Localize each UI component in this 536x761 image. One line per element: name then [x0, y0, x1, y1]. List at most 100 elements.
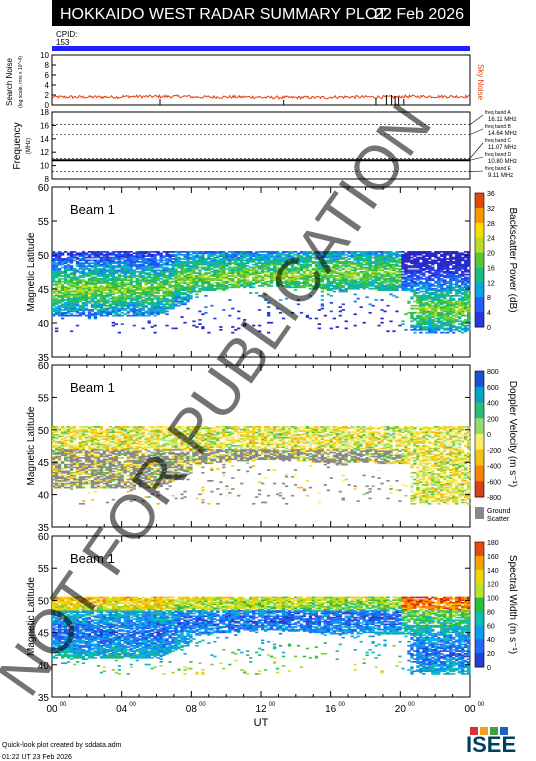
heatmap-cell [449, 316, 452, 318]
heatmap-cell [115, 254, 118, 256]
heatmap-cell [255, 251, 258, 253]
heatmap-cell [368, 288, 371, 290]
heatmap-cell [357, 298, 360, 300]
heatmap-cell [79, 285, 82, 287]
heatmap-cell [106, 269, 109, 271]
heatmap-cell [55, 434, 58, 436]
heatmap-cell [192, 275, 195, 277]
heatmap-cell [392, 330, 395, 332]
freq-tick-label: 14 [40, 135, 49, 144]
heatmap-cell [61, 426, 64, 428]
heatmap-cell [52, 434, 55, 436]
heatmap-cell [52, 255, 55, 257]
heatmap-cell [389, 320, 392, 322]
heatmap-cell [183, 292, 186, 294]
heatmap-cell [171, 285, 174, 287]
heatmap-cell [109, 252, 112, 254]
heatmap-cell [386, 330, 389, 332]
heatmap-cell [315, 318, 318, 320]
heatmap-cell [249, 281, 252, 283]
heatmap-cell [330, 328, 333, 330]
heatmap-cell [82, 279, 85, 281]
lat-tick-label: 50 [38, 251, 50, 262]
heatmap-cell [407, 265, 410, 267]
heatmap-cell [142, 299, 145, 301]
heatmap-cell [115, 292, 118, 294]
heatmap-cell [91, 251, 94, 253]
heatmap-cell [52, 284, 55, 286]
heatmap-cell [85, 291, 88, 293]
heatmap-cell [401, 281, 404, 283]
heatmap-cell [413, 281, 416, 283]
heatmap-cell [431, 319, 434, 321]
heatmap-cell [82, 251, 85, 253]
heatmap-cell [64, 312, 67, 314]
heatmap-cell [88, 268, 91, 270]
heatmap-cell [440, 278, 443, 280]
heatmap-cell [55, 294, 58, 296]
heatmap-cell [204, 251, 207, 253]
heatmap-cell [363, 322, 366, 324]
heatmap-cell [67, 483, 70, 485]
heatmap-cell [183, 261, 186, 263]
heatmap-cell [437, 257, 440, 259]
heatmap-cell [82, 503, 85, 505]
heatmap-cell [195, 275, 198, 277]
heatmap-cell [371, 265, 374, 267]
heatmap-cell [88, 296, 91, 298]
heatmap-cell [171, 251, 174, 253]
heatmap-cell [162, 291, 165, 293]
heatmap-cell [73, 268, 76, 270]
heatmap-cell [52, 291, 55, 293]
heatmap-cell [55, 426, 58, 428]
heatmap-cell [67, 467, 70, 469]
heatmap-cell [58, 441, 61, 443]
heatmap-cell [249, 272, 252, 274]
heatmap-cell [76, 325, 79, 327]
heatmap-cell [455, 319, 458, 321]
heatmap-cell [443, 322, 446, 324]
heatmap-cell [416, 320, 419, 322]
heatmap-cell [91, 269, 94, 271]
heatmap-cell [109, 282, 112, 284]
heatmap-cell [461, 296, 464, 298]
heatmap-cell [79, 279, 82, 281]
heatmap-cell [216, 255, 219, 257]
heatmap-cell [130, 251, 133, 253]
freq-band-value: 11.07 MHz [488, 145, 517, 151]
heatmap-cell [127, 315, 130, 317]
heatmap-cell [204, 286, 207, 288]
heatmap-cell [55, 306, 58, 308]
heatmap-cell [115, 269, 118, 271]
heatmap-cell [339, 315, 342, 317]
heatmap-cell [464, 319, 467, 321]
heatmap-cell [357, 272, 360, 274]
heatmap-cell [354, 301, 357, 303]
heatmap-cell [189, 265, 192, 267]
heatmap-cell [145, 305, 148, 307]
heatmap-cell [168, 268, 171, 270]
heatmap-cell [177, 251, 180, 253]
heatmap-cell [455, 311, 458, 313]
heatmap-cell [70, 294, 73, 296]
heatmap-cell [434, 269, 437, 271]
heatmap-cell [162, 279, 165, 281]
heatmap-cell [100, 285, 103, 287]
heatmap-cell [180, 292, 183, 294]
heatmap-cell [52, 440, 55, 442]
heatmap-cell [228, 284, 231, 286]
colorbar-tick-label: 36 [487, 191, 495, 198]
heatmap-cell [416, 282, 419, 284]
heatmap-cell [61, 271, 64, 273]
heatmap-cell [165, 288, 168, 290]
freq-band-leader [470, 171, 483, 172]
heatmap-cell [183, 296, 186, 298]
heatmap-cell [380, 299, 383, 301]
heatmap-cell [389, 294, 392, 296]
heatmap-cell [419, 281, 422, 283]
heatmap-cell [115, 296, 118, 298]
heatmap-cell [121, 275, 124, 277]
heatmap-cell [446, 285, 449, 287]
heatmap-cell [213, 251, 216, 253]
